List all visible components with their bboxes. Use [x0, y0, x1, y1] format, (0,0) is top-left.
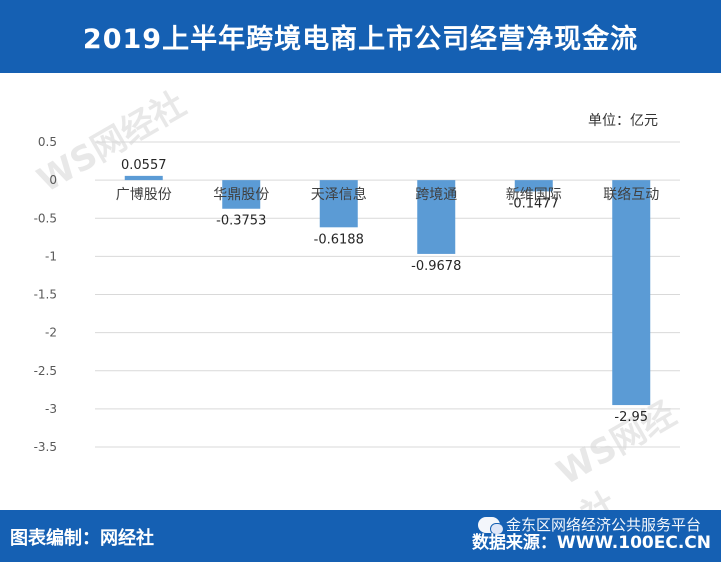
- x-tick-label: 华鼎股份: [213, 187, 269, 203]
- wechat-label: 金东区网络经济公共服务平台: [505, 516, 701, 534]
- chart-header: 2019上半年跨境电商上市公司经营净现金流: [0, 0, 721, 73]
- data-label: -0.1477: [509, 196, 559, 211]
- wechat-icon: [477, 516, 504, 535]
- data-label: -0.6188: [314, 232, 364, 247]
- bar: [514, 180, 553, 192]
- y-tick-label: 0.5: [38, 135, 57, 149]
- wechat-badge: 金东区网络经济公共服务平台: [477, 514, 701, 535]
- y-tick-label: 0: [49, 173, 57, 187]
- bar: [319, 180, 358, 228]
- data-label: -2.95: [614, 410, 648, 425]
- x-tick-label: 跨境通: [415, 187, 457, 203]
- bar: [124, 175, 163, 181]
- data-label: -0.3753: [216, 214, 266, 229]
- y-tick-label: -1: [45, 249, 57, 263]
- unit-label: 单位：亿元: [588, 113, 658, 129]
- data-label: -0.9678: [411, 259, 461, 274]
- x-tick-label: 广博股份: [116, 186, 172, 203]
- bar: [417, 180, 456, 254]
- x-tick-label: 新维国际: [506, 187, 562, 203]
- y-tick-label: -3: [45, 402, 57, 416]
- bar: [222, 180, 261, 209]
- x-tick-label: 天泽信息: [311, 186, 367, 203]
- y-tick-label: -3.5: [34, 440, 57, 454]
- bar: [612, 180, 651, 406]
- chart-title: 2019上半年跨境电商上市公司经营净现金流: [82, 24, 639, 55]
- y-tick-label: -2: [45, 326, 57, 340]
- x-tick-label: 联络互动: [603, 187, 659, 203]
- chart-footer: 图表编制：网经社 金东区网络经济公共服务平台 数据来源：WWW.100EC.CN: [0, 510, 721, 562]
- y-tick-label: -2.5: [34, 364, 57, 378]
- credit-label: 图表编制：网经社: [10, 528, 154, 549]
- y-tick-label: -1.5: [34, 288, 57, 302]
- source-label: 数据来源：WWW.100EC.CN: [471, 533, 711, 553]
- y-tick-label: -0.5: [34, 211, 57, 225]
- data-label: 0.0557: [121, 158, 167, 173]
- bar-chart: 0.5 0 -0.5 -1 -1.5 -2 -2.5 -3 -3.5 0.0557 -0.3753 -…: [34, 135, 680, 454]
